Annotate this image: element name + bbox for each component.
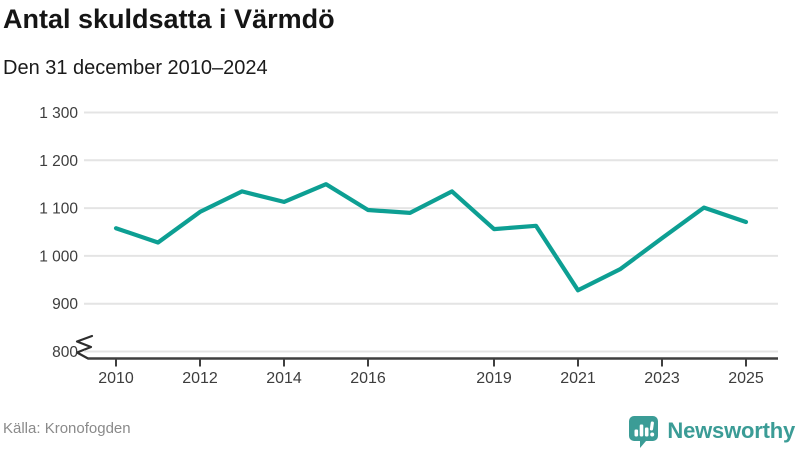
speech-bubble-shape [629, 415, 659, 448]
newsworthy-logo-icon [629, 415, 659, 448]
x-tick-label: 2021 [560, 370, 596, 387]
axis-break-icon [75, 334, 94, 360]
x-tick-label: 2023 [644, 370, 680, 387]
chart-title: Antal skuldsatta i Värmdö [3, 4, 335, 34]
bar-tall [640, 424, 644, 436]
y-tick-label: 900 [52, 296, 78, 313]
exclamation-dot [650, 432, 655, 436]
bar-short [634, 429, 639, 436]
chart-subtitle: Den 31 december 2010–2024 [3, 57, 268, 79]
y-tick-label: 800 [52, 344, 78, 361]
source-note: Källa: Kronofogden [3, 420, 131, 437]
x-tick-label: 2025 [728, 370, 764, 387]
y-tick-label: 1 100 [39, 201, 78, 218]
x-tick-label: 2012 [182, 370, 218, 387]
y-tick-label: 1 300 [39, 105, 78, 122]
y-tick-label: 1 000 [39, 248, 78, 265]
y-axis-labels: 1 300 1 200 1 100 1 000 900 800 [39, 105, 78, 361]
newsworthy-logo: Newsworthy [628, 414, 795, 448]
x-tick-label: 2019 [476, 370, 512, 387]
exclamation-bar [650, 421, 655, 430]
x-tick-label: 2014 [266, 370, 302, 387]
x-tick-label: 2016 [350, 370, 386, 387]
x-tick-label: 2010 [98, 370, 134, 387]
data-series-line [113, 182, 749, 293]
bar-medium [645, 427, 649, 436]
x-axis: 2010 2012 2014 2016 2019 2021 2023 2025 [88, 357, 778, 387]
gridline-group [84, 111, 778, 353]
y-tick-label: 1 200 [39, 153, 78, 170]
data-series-group [113, 182, 749, 293]
newsworthy-wordmark: Newsworthy [667, 418, 795, 443]
